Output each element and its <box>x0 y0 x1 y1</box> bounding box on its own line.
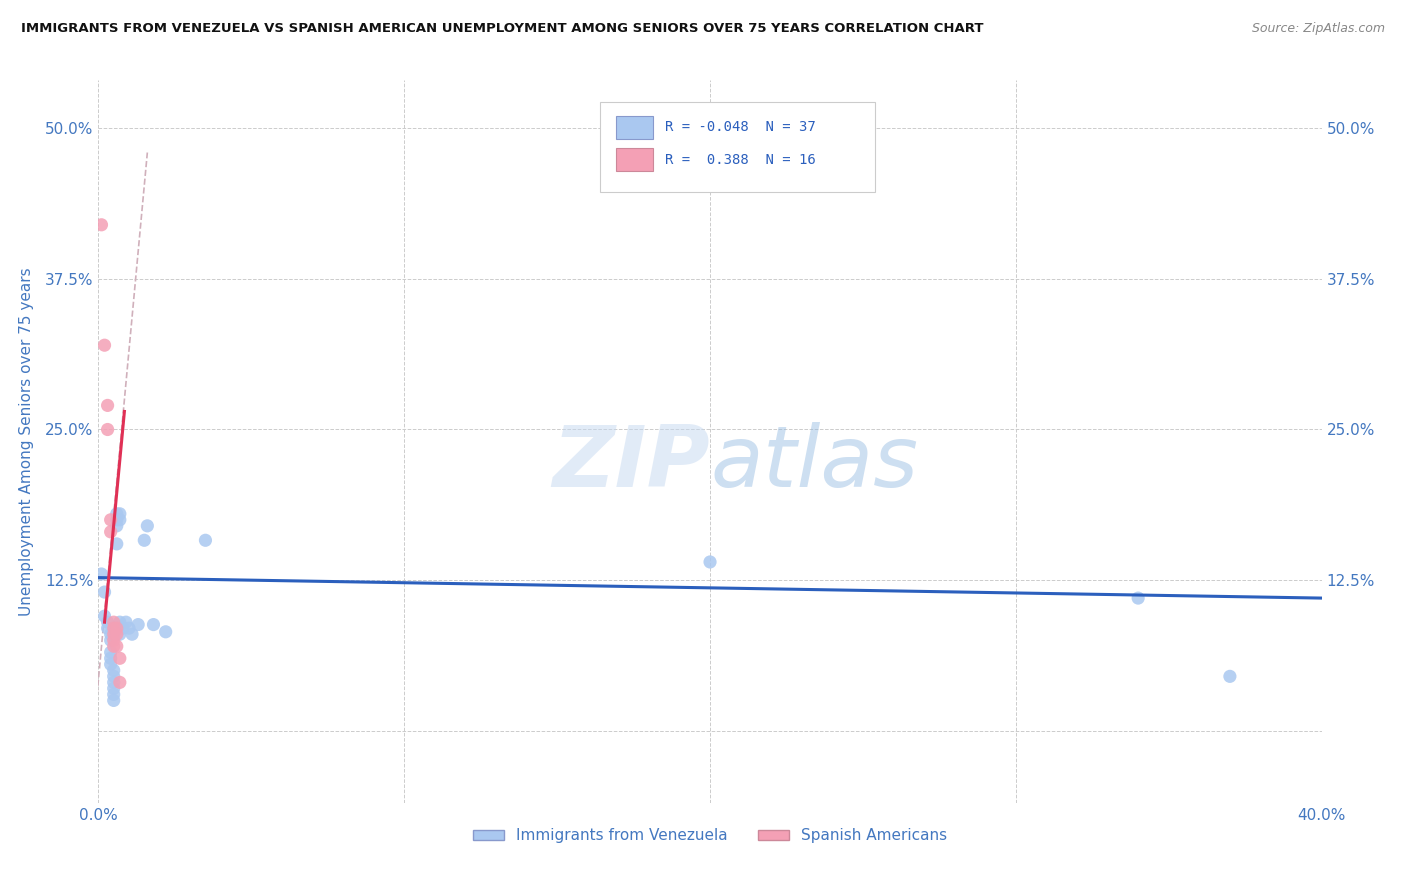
Point <box>1219 669 1241 683</box>
Point <box>121 627 143 641</box>
Point <box>103 687 125 701</box>
Text: Source: ZipAtlas.com: Source: ZipAtlas.com <box>1251 22 1385 36</box>
Point <box>108 507 131 521</box>
Point <box>103 675 125 690</box>
FancyBboxPatch shape <box>616 116 652 139</box>
Text: IMMIGRANTS FROM VENEZUELA VS SPANISH AMERICAN UNEMPLOYMENT AMONG SENIORS OVER 75: IMMIGRANTS FROM VENEZUELA VS SPANISH AME… <box>21 22 984 36</box>
Point <box>100 657 122 672</box>
Point <box>115 615 138 630</box>
Point <box>100 633 122 648</box>
Point <box>103 639 125 653</box>
FancyBboxPatch shape <box>600 102 875 193</box>
Point <box>111 621 134 635</box>
Point <box>105 621 128 635</box>
Point <box>108 675 131 690</box>
Point <box>103 621 125 635</box>
Point <box>97 423 120 437</box>
Point <box>100 651 122 665</box>
Legend: Immigrants from Venezuela, Spanish Americans: Immigrants from Venezuela, Spanish Ameri… <box>467 822 953 849</box>
Point <box>1128 591 1150 606</box>
Point <box>108 615 131 630</box>
Point <box>108 651 131 665</box>
Point <box>103 664 125 678</box>
Point <box>100 645 122 659</box>
Point <box>134 533 156 548</box>
Point <box>93 338 115 352</box>
Point <box>97 398 120 412</box>
Point <box>108 513 131 527</box>
Point <box>103 615 125 630</box>
Point <box>100 627 122 641</box>
Point <box>103 633 125 648</box>
Point <box>90 567 112 582</box>
Point <box>105 518 128 533</box>
Point <box>97 615 120 630</box>
Text: R =  0.388  N = 16: R = 0.388 N = 16 <box>665 153 815 167</box>
Point <box>108 627 131 641</box>
Text: R = -0.048  N = 37: R = -0.048 N = 37 <box>665 120 815 134</box>
Point <box>105 507 128 521</box>
Point <box>105 513 128 527</box>
Point <box>155 624 177 639</box>
Point <box>194 533 217 548</box>
Point <box>127 617 149 632</box>
Point <box>100 513 122 527</box>
Point <box>103 681 125 696</box>
Point <box>105 537 128 551</box>
Point <box>142 617 165 632</box>
Point <box>103 627 125 641</box>
Point <box>93 609 115 624</box>
Point <box>100 524 122 539</box>
FancyBboxPatch shape <box>616 148 652 171</box>
Point <box>105 627 128 641</box>
Point <box>103 693 125 707</box>
Point <box>699 555 721 569</box>
Point <box>103 669 125 683</box>
Point <box>136 518 159 533</box>
Text: ZIP: ZIP <box>553 422 710 505</box>
Y-axis label: Unemployment Among Seniors over 75 years: Unemployment Among Seniors over 75 years <box>18 268 34 615</box>
Point <box>105 639 128 653</box>
Text: atlas: atlas <box>710 422 918 505</box>
Point <box>118 621 141 635</box>
Point <box>93 585 115 599</box>
Point <box>90 218 112 232</box>
Point <box>97 621 120 635</box>
